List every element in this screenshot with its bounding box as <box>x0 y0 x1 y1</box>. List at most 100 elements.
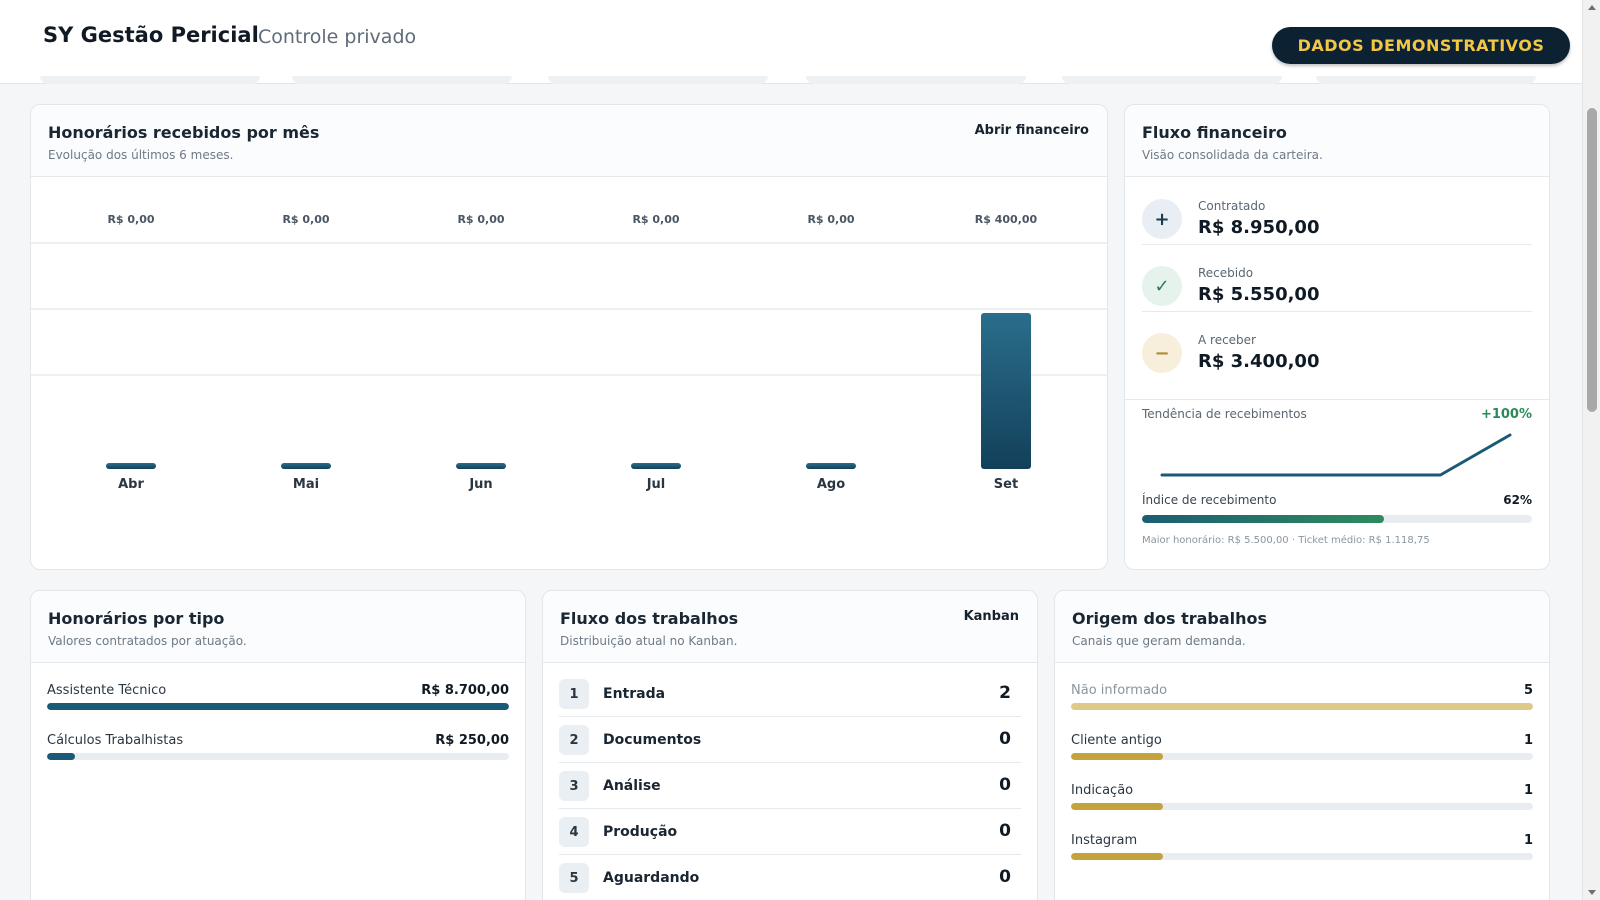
fee-type-value: R$ 8.700,00 <box>421 683 509 698</box>
origin-count: 1 <box>1523 833 1533 848</box>
kanban-stage-row[interactable]: 3 Análise 0 <box>559 763 1021 809</box>
stage-count: 0 <box>999 821 1011 841</box>
bar-abr[interactable] <box>106 463 156 469</box>
receipt-index-percentage: 62% <box>1503 493 1532 507</box>
flow-row: + Contratado R$ 8.950,00 <box>1142 177 1532 245</box>
origin-track <box>1071 803 1533 810</box>
kanban-stage-row[interactable]: 5 Aguardando 0 <box>559 855 1021 900</box>
card-title: Honorários por tipo <box>48 609 225 628</box>
fee-type-label: Assistente Técnico <box>47 683 167 698</box>
stage-number: 5 <box>559 863 589 893</box>
card-subtitle: Distribuição atual no Kanban. <box>560 634 738 648</box>
fee-type-track <box>47 703 509 710</box>
bar-category-label: Ago <box>817 477 845 492</box>
divider <box>1125 399 1549 400</box>
origin-fill <box>1071 703 1533 710</box>
stage-name: Análise <box>603 778 661 794</box>
card-title: Fluxo dos trabalhos <box>560 609 739 628</box>
fee-type-fill <box>47 703 509 710</box>
card-header: Honorários por tipo Valores contratados … <box>31 591 525 663</box>
receipt-index-label: Índice de recebimento <box>1142 493 1277 507</box>
card-header: Fluxo dos trabalhos Distribuição atual n… <box>543 591 1037 663</box>
kanban-stage-row[interactable]: 1 Entrada 2 <box>559 671 1021 717</box>
stage-name: Aguardando <box>603 870 700 886</box>
origin-label: Não informado <box>1071 683 1168 698</box>
check-icon: ✓ <box>1142 266 1182 306</box>
scrolled-card-edge <box>1316 76 1536 84</box>
stage-number: 2 <box>559 725 589 755</box>
stage-name: Entrada <box>603 686 666 702</box>
bar-mai[interactable] <box>281 463 331 469</box>
scrolled-card-edge <box>40 76 260 84</box>
origin-item: Não informado 5 <box>1071 683 1533 723</box>
monthly-fees-card: Honorários recebidos por mês Evolução do… <box>30 104 1108 570</box>
stage-number: 4 <box>559 817 589 847</box>
minus-icon: − <box>1142 333 1182 373</box>
bar-category-label: Jun <box>468 477 492 492</box>
flow-row: ✓ Recebido R$ 5.550,00 <box>1142 244 1532 312</box>
card-title: Origem dos trabalhos <box>1072 609 1268 628</box>
flow-label: A receber <box>1198 333 1256 347</box>
fee-type-track <box>47 753 509 760</box>
card-subtitle: Evolução dos últimos 6 meses. <box>48 148 234 162</box>
flow-label: Contratado <box>1198 199 1266 213</box>
stage-number: 1 <box>559 679 589 709</box>
origin-fill <box>1071 803 1164 810</box>
card-subtitle: Canais que geram demanda. <box>1072 634 1246 648</box>
origin-item: Instagram 1 <box>1071 833 1533 873</box>
scrolled-card-edge <box>548 76 768 84</box>
fee-type-item: Assistente Técnico R$ 8.700,00 <box>47 683 509 723</box>
card-subtitle: Valores contratados por atuação. <box>48 634 247 648</box>
trend-label: Tendência de recebimentos <box>1142 407 1307 421</box>
fees-by-type-card: Honorários por tipo Valores contratados … <box>30 590 526 900</box>
stage-name: Produção <box>603 824 678 840</box>
open-financial-link[interactable]: Abrir financeiro <box>974 123 1089 138</box>
flow-label: Recebido <box>1198 266 1254 280</box>
origin-label: Indicação <box>1071 783 1134 798</box>
scrolled-card-edge <box>292 76 512 84</box>
origin-count: 1 <box>1523 783 1533 798</box>
origin-count: 1 <box>1523 733 1533 748</box>
bar-value-label: R$ 0,00 <box>807 213 854 226</box>
page-scrollbar[interactable] <box>1582 0 1600 900</box>
stage-count: 0 <box>999 867 1011 887</box>
brand-title[interactable]: SY Gestão Pericial <box>43 23 259 47</box>
origin-label: Cliente antigo <box>1071 733 1162 748</box>
bar-ago[interactable] <box>806 463 856 469</box>
plus-icon: + <box>1142 199 1182 239</box>
receipt-index-track <box>1142 515 1532 523</box>
fee-summary-note: Maior honorário: R$ 5.500,00 · Ticket mé… <box>1142 535 1430 546</box>
demo-data-badge[interactable]: DADOS DEMONSTRATIVOS <box>1272 27 1570 64</box>
origin-fill <box>1071 753 1164 760</box>
fee-type-fill <box>47 753 75 760</box>
bar-jul[interactable] <box>631 463 681 469</box>
kanban-stage-row[interactable]: 2 Documentos 0 <box>559 717 1021 763</box>
bar-jun[interactable] <box>456 463 506 469</box>
work-flow-card: Fluxo dos trabalhos Distribuição atual n… <box>542 590 1038 900</box>
bar-category-label: Jul <box>646 477 666 492</box>
scrollbar-thumb[interactable] <box>1587 108 1597 412</box>
scrolled-card-edge <box>806 76 1026 84</box>
flow-value: R$ 3.400,00 <box>1198 351 1320 372</box>
bar-value-label: R$ 0,00 <box>457 213 504 226</box>
bar-set[interactable] <box>981 313 1031 469</box>
fee-type-item: Cálculos Trabalhistas R$ 250,00 <box>47 733 509 773</box>
fee-type-value: R$ 250,00 <box>435 733 509 748</box>
scroll-up-arrow-icon[interactable] <box>1588 5 1596 10</box>
scroll-down-arrow-icon[interactable] <box>1588 890 1596 895</box>
origin-fill <box>1071 853 1164 860</box>
monthly-fees-bar-chart: R$ 0,00 Abr R$ 0,00 Mai R$ 0,00 Jun R$ 0,00 Jul… <box>31 213 1107 492</box>
bar-value-label: R$ 0,00 <box>632 213 679 226</box>
bar-category-label: Abr <box>118 477 144 492</box>
bar-value-label: R$ 0,00 <box>107 213 154 226</box>
financial-flow-card: Fluxo financeiro Visão consolidada da ca… <box>1124 104 1550 570</box>
origin-item: Cliente antigo 1 <box>1071 733 1533 773</box>
kanban-stage-row[interactable]: 4 Produção 0 <box>559 809 1021 855</box>
flow-value: R$ 8.950,00 <box>1198 217 1320 238</box>
kanban-link[interactable]: Kanban <box>963 609 1019 624</box>
flow-value: R$ 5.550,00 <box>1198 284 1320 305</box>
card-header: Origem dos trabalhos Canais que geram de… <box>1055 591 1549 663</box>
scrolled-card-edge <box>1062 76 1282 84</box>
stage-number: 3 <box>559 771 589 801</box>
card-title: Fluxo financeiro <box>1142 123 1287 142</box>
